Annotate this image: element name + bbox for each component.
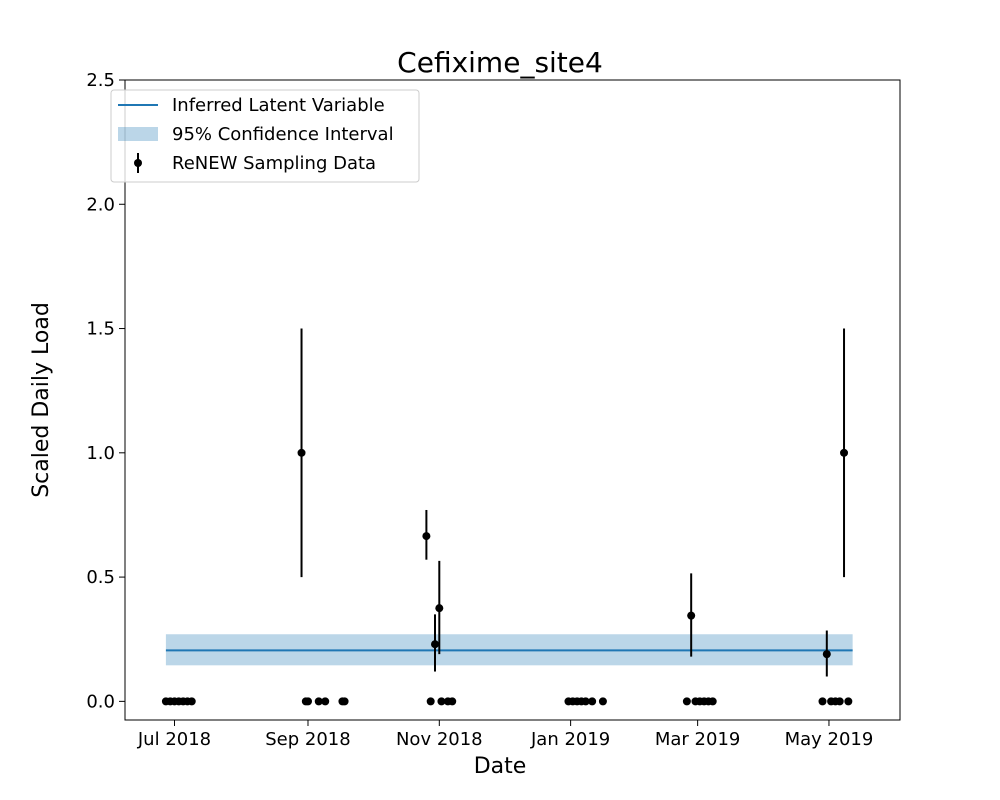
data-point bbox=[303, 697, 312, 706]
y-tick-label: 0.5 bbox=[86, 567, 115, 588]
axis-ticks: 0.0 0.5 1.0 1.5 2.0 2.5 Jul 2018 Sep 2018 Nov 20… bbox=[86, 70, 873, 750]
y-tick-label: 2.0 bbox=[86, 194, 115, 215]
data-point bbox=[708, 697, 717, 706]
y-tick-label: 1.0 bbox=[86, 443, 115, 464]
legend-band-swatch bbox=[118, 127, 158, 141]
legend-point-swatch bbox=[134, 159, 142, 167]
data-point bbox=[187, 697, 196, 706]
y-tick-label: 2.5 bbox=[86, 70, 115, 91]
data-point bbox=[426, 697, 435, 706]
data-point bbox=[598, 697, 607, 706]
data-point bbox=[581, 697, 590, 706]
x-tick-label: Mar 2019 bbox=[655, 729, 741, 750]
data-point bbox=[297, 448, 306, 457]
data-point bbox=[321, 697, 330, 706]
x-tick-label: Sep 2018 bbox=[265, 729, 350, 750]
legend-label-ci: 95% Confidence Interval bbox=[172, 124, 394, 145]
data-point bbox=[818, 697, 827, 706]
plot-frame bbox=[124, 79, 901, 721]
legend: Inferred Latent Variable 95% Confidence … bbox=[110, 89, 420, 183]
data-point bbox=[435, 604, 444, 613]
y-tick-label: 0.0 bbox=[86, 691, 115, 712]
legend-label-data: ReNEW Sampling Data bbox=[172, 153, 376, 174]
y-axis-title: Scaled Daily Load bbox=[29, 302, 54, 498]
x-tick-label: Jul 2018 bbox=[137, 729, 211, 750]
legend-label-latent: Inferred Latent Variable bbox=[172, 95, 385, 116]
plot-area bbox=[161, 328, 853, 706]
data-point bbox=[340, 697, 349, 706]
data-point bbox=[844, 697, 853, 706]
data-point bbox=[835, 697, 844, 706]
legend-box bbox=[110, 89, 420, 183]
data-point bbox=[588, 697, 597, 706]
data-point bbox=[314, 697, 323, 706]
data-point bbox=[431, 640, 439, 649]
data-point bbox=[687, 611, 696, 620]
data-point bbox=[682, 697, 691, 706]
x-axis-title: Date bbox=[474, 754, 527, 779]
data-point bbox=[840, 448, 849, 457]
x-tick-label: Nov 2018 bbox=[396, 729, 483, 750]
x-tick-label: May 2019 bbox=[785, 729, 874, 750]
data-point bbox=[822, 650, 831, 659]
data-point bbox=[422, 532, 431, 541]
x-tick-label: Jan 2019 bbox=[530, 729, 610, 750]
chart-title: Cefixime_site4 bbox=[397, 46, 603, 79]
y-tick-label: 1.5 bbox=[86, 319, 115, 340]
data-point bbox=[448, 697, 457, 706]
data-point bbox=[437, 697, 446, 706]
